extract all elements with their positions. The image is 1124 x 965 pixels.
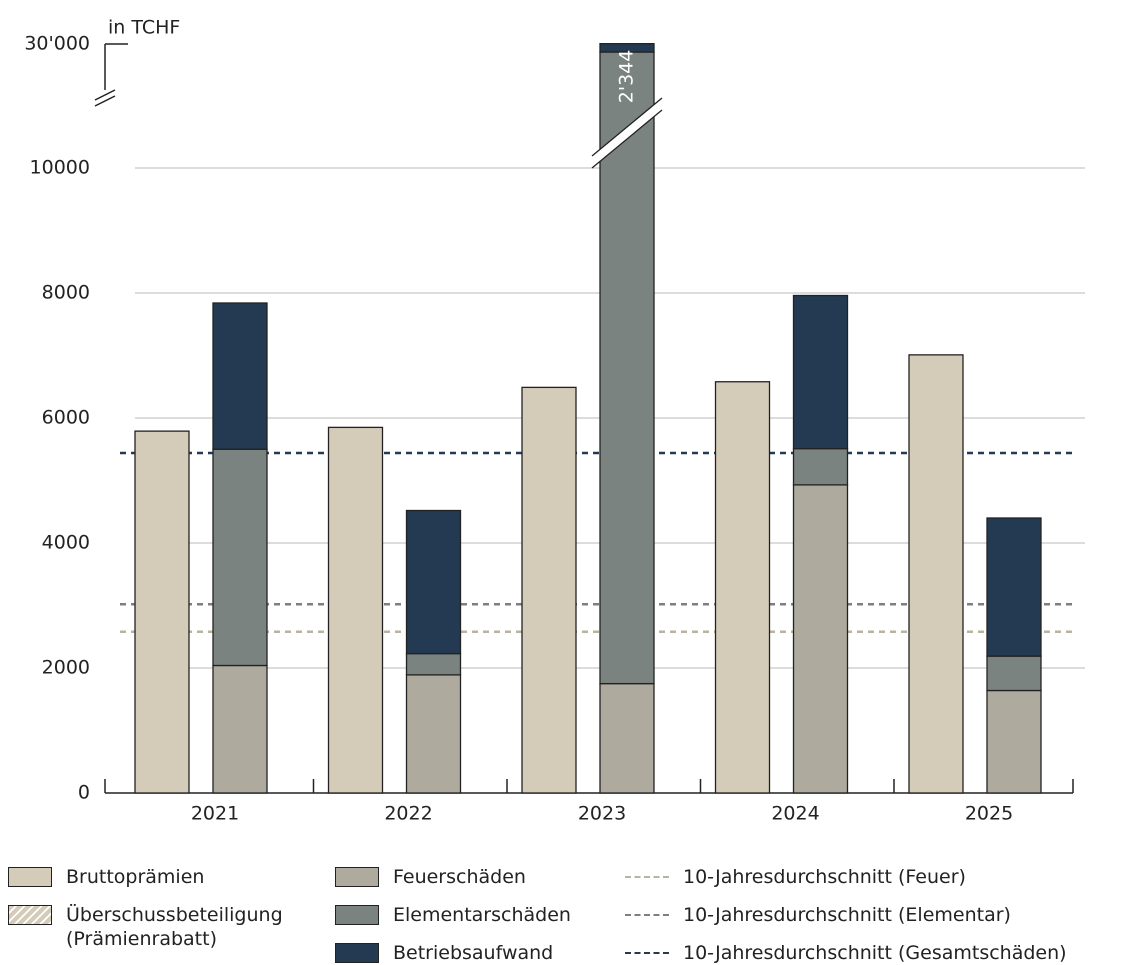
bar-segment	[599, 51, 655, 685]
legend-swatch	[8, 905, 52, 925]
bar	[908, 354, 964, 794]
legend-item: Betriebsaufwand	[335, 941, 553, 965]
bar-segment	[599, 682, 655, 794]
chart: in TCHF 0 2000 4000 6000 8000 10000 30'000 2021…	[24, 17, 1085, 825]
legend-label: Feuerschäden	[393, 866, 526, 888]
bar-segment	[405, 652, 462, 676]
y-tick-label: 10000	[30, 157, 90, 179]
x-tick-label: 2024	[771, 803, 819, 825]
legend-item: Bruttoprämien	[8, 865, 316, 889]
legend-item: Überschussbeteiligung (Prämienrabatt)	[8, 903, 316, 951]
x-tick-label: 2022	[384, 803, 432, 825]
x-tick-label: 2023	[578, 803, 626, 825]
legend-item: 10-Jahresdurchschnitt (Elementar)	[625, 903, 1011, 927]
legend: Bruttoprämien Überschussbeteiligung (Präm…	[0, 855, 1124, 965]
bar-segment	[986, 517, 1042, 657]
legend-swatch	[335, 905, 379, 925]
bar-segment	[212, 664, 268, 794]
bar-segment	[405, 674, 462, 794]
y-tick-label: 2000	[42, 657, 90, 679]
bar-segment	[792, 447, 849, 486]
legend-label: 10-Jahresdurchschnitt (Gesamtschäden)	[683, 942, 1067, 964]
legend-swatch	[335, 943, 379, 963]
legend-label: Bruttoprämien	[66, 866, 205, 888]
legend-line	[625, 876, 669, 878]
y-tick-label: 6000	[42, 407, 90, 429]
legend-swatch	[8, 867, 52, 887]
bar-segment	[986, 655, 1042, 692]
legend-line	[625, 914, 669, 916]
bar-break	[592, 98, 662, 168]
legend-label: Überschussbeteiligung (Prämienrabatt)	[66, 904, 283, 950]
bar-segment	[405, 509, 462, 655]
y-tick-label: 4000	[42, 532, 90, 554]
axis-break	[94, 95, 116, 107]
bar	[327, 426, 384, 794]
bar-segment	[212, 302, 268, 450]
y-axis-title: in TCHF	[108, 17, 180, 39]
bar	[521, 386, 577, 794]
legend-label: Betriebsaufwand	[393, 942, 554, 964]
y-tick-label: 30'000	[24, 33, 90, 55]
legend-item: 10-Jahresdurchschnitt (Gesamtschäden)	[625, 941, 1067, 965]
legend-label: 10-Jahresdurchschnitt (Feuer)	[683, 866, 966, 888]
bar	[134, 430, 190, 794]
y-tick-label: 8000	[42, 282, 90, 304]
legend-item: 10-Jahresdurchschnitt (Feuer)	[625, 865, 966, 889]
bar-segment	[986, 689, 1042, 794]
x-tick-label: 2021	[191, 803, 239, 825]
legend-swatch	[335, 867, 379, 887]
bar-segment	[792, 294, 849, 450]
bar-break-edge	[591, 97, 663, 157]
legend-item: Feuerschäden	[335, 865, 526, 889]
legend-line	[625, 952, 669, 954]
x-tick-label: 2025	[965, 803, 1013, 825]
legend-label: 10-Jahresdurchschnitt (Elementar)	[683, 904, 1011, 926]
legend-item: Elementarschäden	[335, 903, 571, 927]
bar	[714, 381, 771, 794]
bar-segment	[212, 448, 268, 667]
y-tick-label: 0	[78, 782, 90, 804]
axis-break	[94, 89, 116, 101]
value-label: 2'344	[616, 50, 638, 104]
legend-label: Elementarschäden	[393, 904, 571, 926]
bar-segment	[599, 43, 655, 53]
bar-break-edge	[591, 109, 663, 169]
bar-segment	[792, 484, 849, 794]
